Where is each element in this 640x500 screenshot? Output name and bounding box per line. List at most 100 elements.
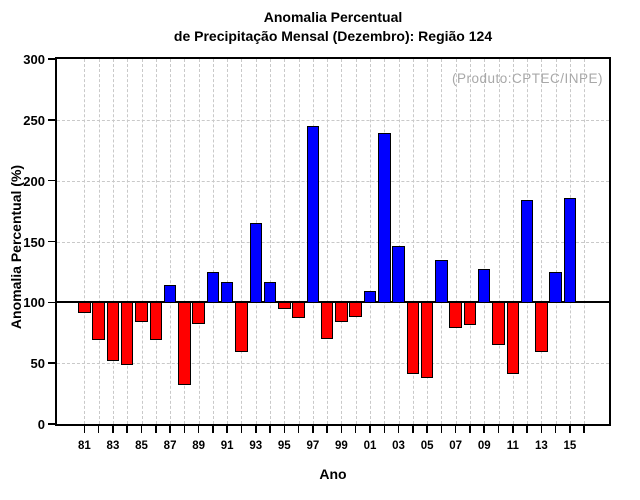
- x-axis-tick: [240, 426, 243, 433]
- x-axis-tick: [569, 426, 571, 433]
- bar-1988: [178, 302, 191, 385]
- bar-2002: [378, 133, 391, 304]
- x-axis-tick: [469, 426, 471, 433]
- x-axis-tick: [340, 426, 343, 433]
- x-axis-tick: [426, 426, 428, 433]
- x-axis-tick-label: 97: [306, 440, 320, 452]
- x-axis-tick: [83, 426, 86, 433]
- x-axis-tick: [297, 426, 300, 433]
- y-axis-tick: [48, 301, 57, 304]
- x-axis-tick-label: 83: [106, 440, 120, 452]
- bar-1986: [149, 302, 163, 340]
- bar-1995: [278, 302, 291, 310]
- x-axis-tick-label: 91: [220, 440, 234, 452]
- x-axis-tick: [155, 426, 157, 433]
- y-axis-tick: [48, 423, 57, 425]
- bar-2004: [406, 302, 420, 374]
- chart-title: Anomalia Percentual de Precipitação Mens…: [57, 8, 609, 46]
- y-axis-tick-label: 0: [37, 417, 45, 432]
- bar-2010: [492, 302, 505, 345]
- x-axis-tick: [440, 426, 443, 433]
- x-axis-tick-label: 11: [506, 440, 519, 452]
- bar-1996: [292, 302, 305, 318]
- x-axis-tick: [312, 426, 314, 433]
- x-axis-tick-label: 01: [363, 440, 377, 452]
- x-axis-tick: [255, 426, 257, 433]
- y-axis-tick-label: 300: [23, 52, 45, 67]
- x-axis-tick: [326, 426, 328, 433]
- bar-2006: [435, 259, 448, 304]
- x-axis-tick: [583, 426, 585, 433]
- x-axis-tick-label: 13: [534, 440, 548, 452]
- bar-1985: [135, 302, 148, 322]
- bar-1991: [220, 281, 234, 304]
- y-axis-tick: [48, 179, 57, 182]
- bar-1982: [92, 302, 105, 340]
- chart-title-line-1: Anomalia Percentual: [263, 9, 403, 25]
- bar-1981: [78, 302, 91, 314]
- chart-title-line-2: de Precipitação Mensal (Dezembro): Regiã…: [173, 28, 493, 44]
- bar-2005: [420, 302, 434, 378]
- x-axis-tick: [497, 426, 500, 433]
- x-axis-tick: [226, 426, 228, 433]
- x-axis-tick-label: 81: [77, 440, 91, 452]
- x-axis-tick: [126, 426, 128, 433]
- y-axis-tick: [48, 119, 57, 121]
- x-axis-tick: [140, 426, 143, 433]
- y-axis-tick-label: 150: [23, 234, 45, 250]
- plot-area: [57, 59, 609, 424]
- bar-1984: [120, 302, 134, 366]
- x-axis-tick: [554, 426, 557, 433]
- x-axis-tick-label: 99: [335, 440, 348, 452]
- bar-2013: [535, 302, 548, 352]
- x-axis-tick: [354, 426, 357, 433]
- gridline-horizontal: [57, 363, 609, 365]
- x-axis-tick-label: 85: [135, 440, 148, 452]
- x-axis-label: Ano: [319, 466, 347, 482]
- y-axis-tick-label: 250: [23, 112, 45, 128]
- x-axis-tick-label: 93: [249, 440, 263, 452]
- y-axis-tick: [48, 362, 57, 364]
- gridline-horizontal: [57, 180, 609, 182]
- bar-1990: [206, 271, 220, 304]
- x-axis-tick: [197, 426, 200, 433]
- x-axis-tick-label: 09: [477, 440, 491, 452]
- bar-2011: [506, 302, 520, 374]
- x-axis-tick: [169, 426, 171, 433]
- x-axis-tick: [454, 426, 457, 433]
- gridline-horizontal: [57, 119, 609, 121]
- y-axis-tick-label: 200: [23, 173, 45, 189]
- x-axis-tick-label: 03: [392, 440, 405, 452]
- x-axis-tick: [112, 426, 114, 433]
- x-axis-tick: [97, 426, 100, 433]
- x-axis-tick: [369, 426, 371, 433]
- bar-1997: [306, 125, 320, 304]
- x-axis-tick-label: 87: [163, 440, 177, 452]
- x-axis-tick: [526, 426, 528, 433]
- x-axis-tick-label: 05: [420, 440, 434, 452]
- y-axis-tick-label: 50: [30, 356, 45, 372]
- x-axis-tick: [212, 426, 214, 433]
- x-axis-tick-label: 07: [449, 440, 463, 452]
- x-axis-tick: [383, 426, 386, 433]
- y-axis-tick: [48, 58, 57, 60]
- bar-2001: [363, 291, 377, 304]
- x-axis-tick: [283, 426, 286, 433]
- x-axis-tick: [412, 426, 414, 433]
- bar-2007: [449, 302, 462, 328]
- bar-2003: [392, 246, 405, 304]
- x-axis-tick: [397, 426, 400, 433]
- bar-1992: [235, 302, 248, 352]
- bar-1989: [192, 302, 205, 324]
- x-axis-tick-label: 15: [563, 440, 577, 452]
- bar-2012: [520, 200, 534, 304]
- x-axis-tick: [540, 426, 543, 433]
- x-axis-tick: [512, 426, 514, 433]
- bar-2009: [477, 269, 491, 304]
- x-axis-tick-label: 89: [192, 440, 206, 452]
- bar-2000: [349, 302, 362, 317]
- bar-1983: [106, 302, 120, 361]
- bar-2015: [563, 197, 577, 304]
- bar-2014: [549, 271, 562, 304]
- y-axis-tick-label: 100: [23, 295, 45, 311]
